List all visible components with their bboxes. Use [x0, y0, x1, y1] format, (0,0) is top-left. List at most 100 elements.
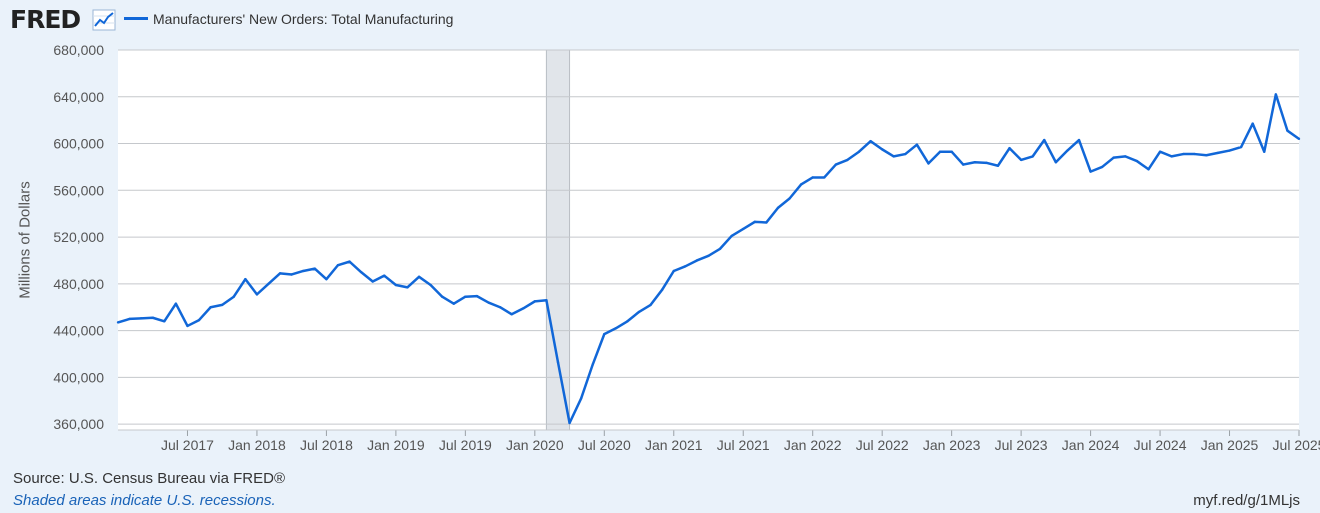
x-tick-label: Jan 2024	[1062, 437, 1120, 453]
data-point	[533, 300, 537, 303]
data-point	[603, 332, 606, 336]
recession-note: Shaded areas indicate U.S. recessions.	[13, 492, 276, 509]
data-point	[1124, 155, 1127, 158]
line-chart: 360,000 400,000 440,000 480,000 520,000 560,0…	[53, 42, 1320, 453]
x-tick-label: Jan 2021	[645, 437, 703, 453]
grid-layer	[118, 49, 1299, 425]
y-tick-label: 520,000	[53, 229, 104, 245]
data-point	[221, 303, 224, 307]
x-tick-label: Jul 2018	[300, 437, 353, 453]
data-point	[406, 286, 409, 289]
data-point	[614, 327, 618, 330]
data-point	[799, 183, 803, 186]
data-point	[985, 161, 988, 165]
data-point	[359, 270, 363, 274]
data-point	[394, 283, 398, 287]
data-point	[498, 306, 502, 309]
y-tick-label: 640,000	[53, 89, 104, 105]
data-point	[637, 310, 641, 314]
short-url-link[interactable]: myf.red/g/1MLjs	[1193, 492, 1300, 509]
x-tick-label: Jan 2022	[784, 437, 842, 453]
data-point	[1054, 161, 1058, 164]
data-point	[487, 301, 490, 304]
data-point	[1297, 137, 1301, 141]
source-credit: Source: U.S. Census Bureau via FRED®	[13, 470, 285, 487]
data-point	[116, 321, 120, 324]
data-point	[267, 282, 270, 286]
data-point	[904, 152, 907, 156]
line-chart-icon	[92, 9, 116, 31]
data-point	[139, 317, 143, 320]
x-tick-label: Jul 2017	[161, 437, 214, 453]
data-point	[128, 317, 131, 321]
data-point	[440, 295, 444, 298]
data-point	[1228, 149, 1231, 152]
y-tick-label: 600,000	[53, 136, 104, 152]
fred-logo[interactable]: FRED	[10, 5, 81, 34]
x-tick-label: Jan 2025	[1201, 437, 1259, 453]
data-point	[742, 227, 745, 231]
x-tick-label: Jul 2020	[578, 437, 631, 453]
y-tick-label: 360,000	[53, 416, 104, 432]
recession-band	[545, 49, 571, 431]
data-point	[1216, 151, 1220, 155]
data-point	[846, 158, 849, 162]
data-point	[325, 277, 328, 281]
legend-series-label[interactable]: Manufacturers' New Orders: Total Manufac…	[153, 11, 454, 27]
y-tick-label: 480,000	[53, 276, 104, 292]
data-point	[591, 363, 594, 366]
x-tick-label: Jan 2020	[506, 437, 564, 453]
data-point	[197, 318, 201, 322]
data-point	[1147, 168, 1150, 171]
data-point	[649, 303, 652, 307]
data-point	[927, 162, 930, 165]
data-point	[371, 280, 374, 283]
data-point	[464, 295, 467, 298]
data-point	[475, 294, 479, 298]
data-point	[1274, 93, 1278, 96]
data-point	[1193, 152, 1196, 156]
data-point	[348, 260, 351, 263]
data-point	[545, 299, 548, 302]
data-point	[753, 220, 757, 224]
data-point	[209, 306, 212, 309]
data-point	[232, 295, 235, 298]
data-point	[568, 421, 571, 425]
chart-header: FRED Manufacturers' New Orders: Total Ma…	[0, 0, 1320, 40]
data-point	[336, 263, 340, 267]
data-point	[962, 163, 965, 166]
data-point	[973, 161, 977, 164]
data-point	[579, 397, 583, 400]
data-point	[1089, 170, 1092, 173]
data-point	[823, 176, 826, 179]
data-point	[174, 302, 178, 305]
y-tick-layer: 360,000 400,000 440,000 480,000 520,000 560,0…	[53, 42, 104, 432]
data-point	[938, 150, 942, 153]
data-point	[1019, 158, 1023, 162]
data-point	[1205, 154, 1208, 157]
x-tick-label: Jul 2025	[1273, 437, 1320, 453]
data-point	[857, 150, 861, 153]
data-point	[278, 272, 282, 275]
y-tick-label: 400,000	[53, 369, 104, 385]
data-point	[1170, 155, 1173, 158]
data-point	[776, 206, 780, 210]
data-point	[452, 302, 455, 305]
data-point	[151, 316, 154, 319]
data-point	[788, 197, 791, 200]
data-point	[163, 320, 166, 323]
data-point	[510, 313, 513, 316]
data-point	[915, 143, 919, 146]
data-point	[660, 288, 664, 291]
data-point	[1158, 150, 1162, 153]
data-point	[811, 176, 814, 179]
x-tick-label: Jan 2019	[367, 437, 425, 453]
data-point	[880, 148, 884, 151]
data-point	[718, 247, 722, 250]
data-point	[892, 155, 895, 158]
x-tick-layer: Jul 2017 Jan 2018 Jul 2018 Jan 2019 Jul 2019…	[161, 430, 1320, 453]
data-point	[290, 273, 293, 276]
data-point	[1077, 138, 1081, 142]
data-point	[302, 269, 305, 273]
data-point	[1135, 159, 1139, 163]
